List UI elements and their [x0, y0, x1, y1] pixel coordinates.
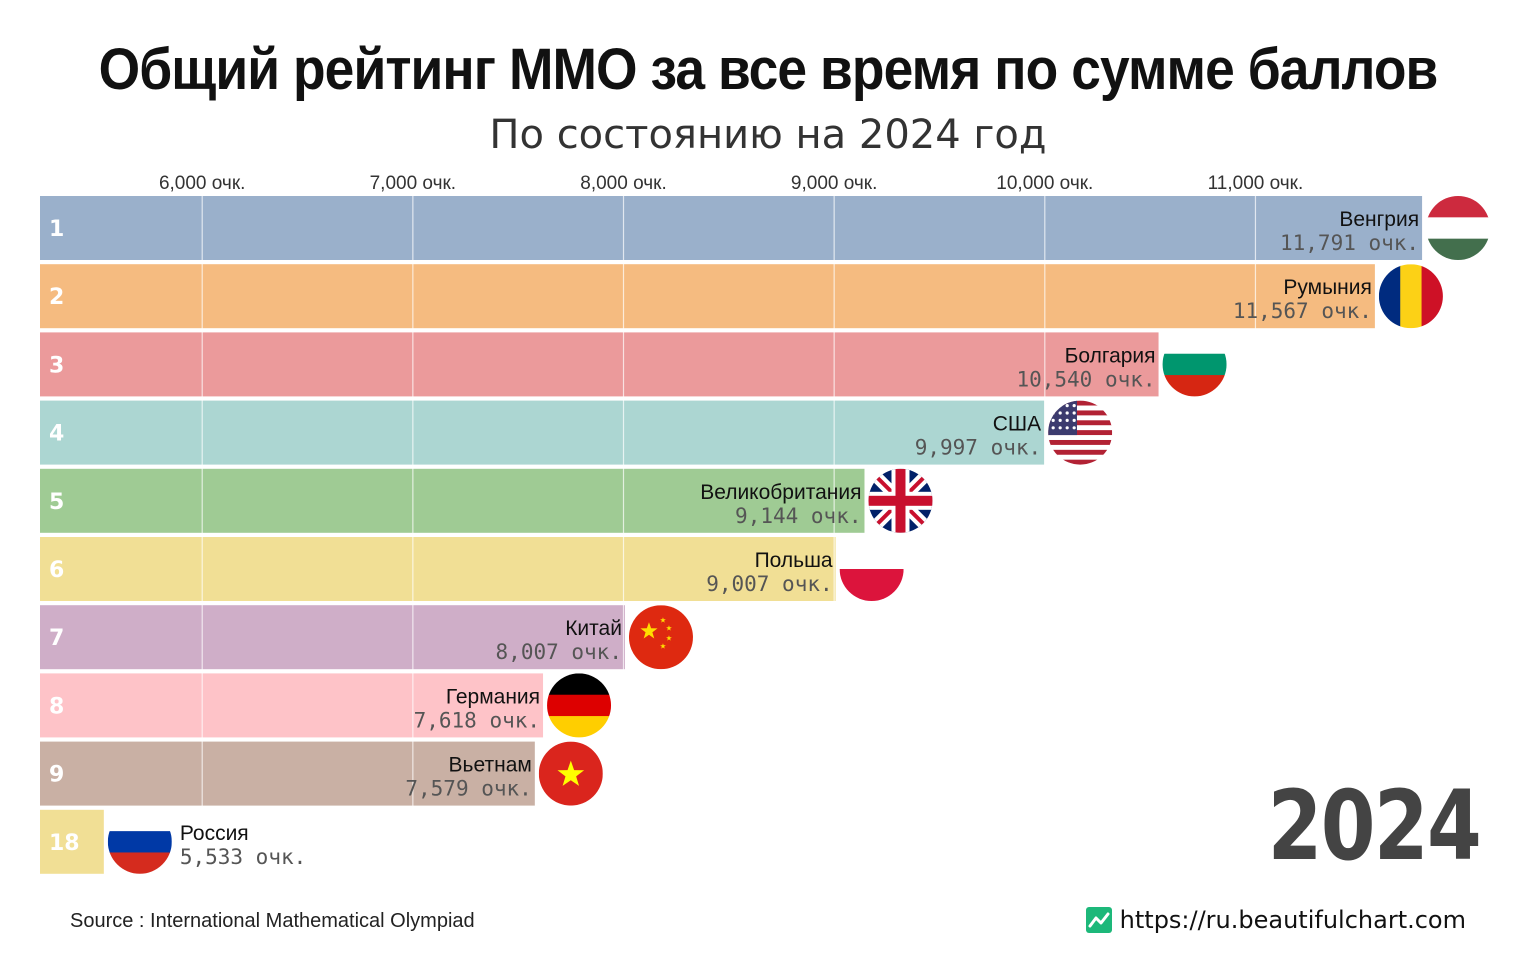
- x-tick-label: 9,000 очк.: [791, 173, 877, 194]
- bar-9: [40, 741, 535, 806]
- rank-label: 1: [49, 217, 64, 242]
- value-label: 11,567 очк.: [1233, 299, 1372, 323]
- russia-flag-icon: [107, 809, 172, 874]
- rank-label: 3: [49, 353, 64, 378]
- year-label: 2024: [1267, 770, 1481, 882]
- bar-6: [40, 537, 836, 601]
- x-tick-label: 7,000 очк.: [370, 173, 456, 194]
- country-name: Великобритания: [700, 481, 861, 504]
- uk-flag-icon: [868, 468, 933, 533]
- rank-label: 9: [49, 763, 64, 788]
- hungary-flag-icon: [1426, 196, 1491, 260]
- bar-18: [40, 809, 104, 874]
- value-label: 9,997 очк.: [915, 436, 1041, 460]
- value-label: 9,007 очк.: [706, 572, 832, 596]
- bar-5: [40, 468, 865, 533]
- source-note: Source : International Mathematical Olym…: [70, 910, 475, 932]
- country-name: США: [993, 413, 1041, 436]
- x-tick-label: 10,000 очк.: [996, 173, 1093, 194]
- romania-flag-icon: [1378, 264, 1443, 329]
- value-label: 9,144 очк.: [735, 504, 861, 528]
- brand-url[interactable]: https://ru.beautifulchart.com: [1119, 906, 1466, 934]
- value-label: 7,579 очк.: [405, 777, 531, 801]
- rank-label: 4: [49, 422, 64, 447]
- value-label: 5,533 очк.: [180, 845, 306, 869]
- value-label: 7,618 очк.: [414, 708, 540, 732]
- brand[interactable]: https://ru.beautifulchart.com: [1085, 906, 1466, 934]
- chart-subtitle: По состоянию на 2024 год: [489, 112, 1047, 158]
- bar-7: [40, 605, 625, 670]
- country-name: Польша: [755, 549, 833, 572]
- rank-label: 18: [49, 831, 80, 856]
- x-tick-label: 8,000 очк.: [580, 173, 666, 194]
- bar-chart: 6,000 очк. 7,000 очк. 8,000 очк. 9,000 очк.…: [40, 173, 1491, 874]
- rank-label: 2: [49, 285, 64, 310]
- value-label: 11,791 очк.: [1280, 231, 1419, 255]
- bar-1: [40, 196, 1423, 260]
- country-name: Россия: [180, 822, 249, 845]
- bar-3: [40, 332, 1159, 397]
- value-label: 10,540 очк.: [1016, 367, 1155, 391]
- rank-label: 8: [49, 694, 64, 719]
- x-tick-label: 11,000 очк.: [1208, 173, 1304, 194]
- bar-8: [40, 673, 544, 738]
- country-name: Венгрия: [1339, 208, 1419, 231]
- chart-logo-icon: [1085, 907, 1112, 933]
- bar-4: [40, 400, 1045, 465]
- bar-2: [40, 264, 1375, 329]
- value-label: 8,007 очк.: [496, 640, 622, 664]
- country-name: Румыния: [1283, 276, 1372, 299]
- country-name: Вьетнам: [449, 754, 532, 777]
- country-name: Германия: [446, 685, 540, 708]
- poland-flag-icon: [839, 537, 904, 601]
- china-flag-icon: [628, 605, 693, 670]
- country-name: Болгария: [1065, 344, 1156, 367]
- rank-label: 6: [49, 558, 64, 583]
- x-tick-label: 6,000 очк.: [159, 173, 245, 194]
- bulgaria-flag-icon: [1162, 332, 1227, 397]
- rank-label: 7: [49, 626, 64, 651]
- country-name: Китай: [565, 617, 622, 640]
- rank-label: 5: [49, 490, 64, 515]
- usa-flag-icon: [1048, 400, 1113, 465]
- chart-title: Общий рейтинг ММО за все время по сумме …: [98, 37, 1439, 102]
- vietnam-flag-icon: [538, 741, 603, 806]
- germany-flag-icon: [547, 673, 612, 738]
